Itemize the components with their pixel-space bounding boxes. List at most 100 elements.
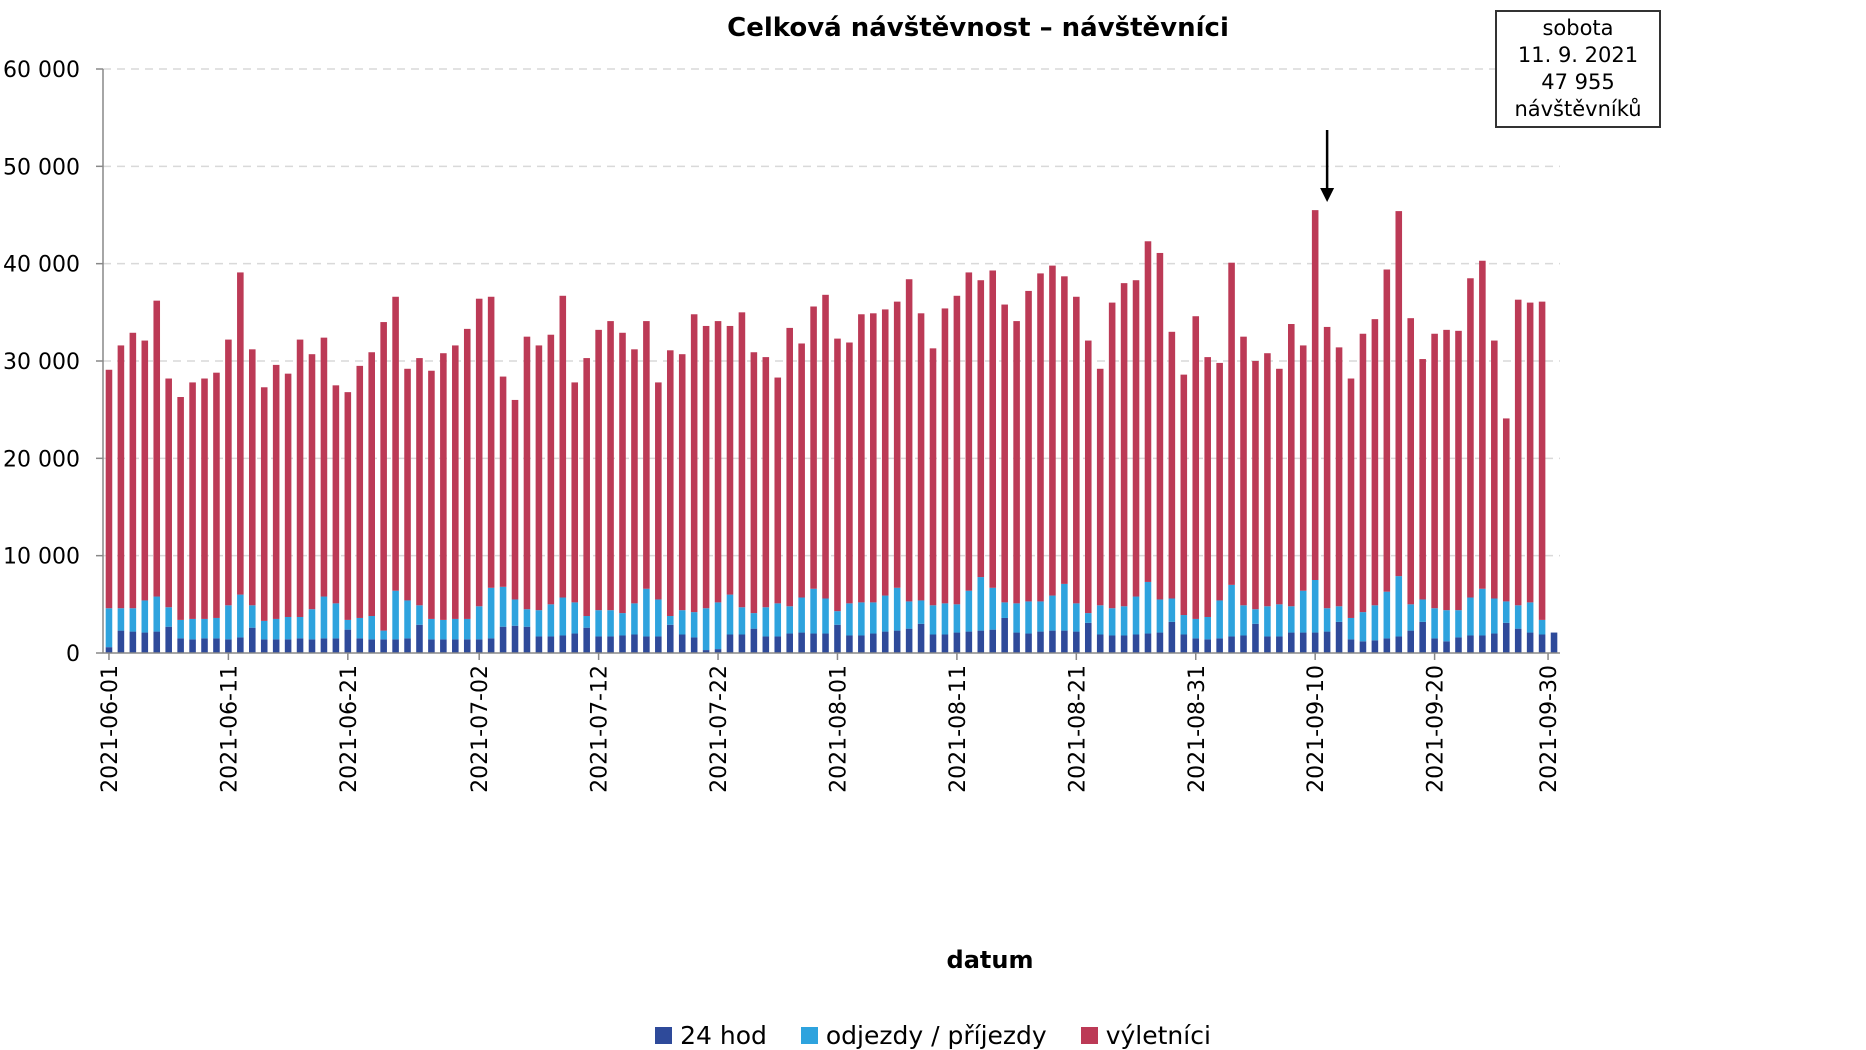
bar-segment-vyletnici [272,364,280,619]
bar-segment-odjezdy [655,599,662,637]
bar-segment-24hod [452,639,459,653]
bar-segment-odjezdy [965,590,973,632]
bar-segment-odjezdy [1120,606,1128,636]
bar-segment-odjezdy [798,597,805,633]
bar-segment-vyletnici [1025,290,1032,602]
bar-segment-24hod [272,639,280,653]
bar-segment-odjezdy [774,603,782,637]
bar-segment-24hod [141,632,149,653]
bar-segment-24hod [1144,633,1152,653]
bar-segment-vyletnici [1001,304,1008,603]
bar-segment-odjezdy [1025,601,1032,634]
bar-segment-24hod [965,631,973,653]
bar-segment-vyletnici [117,345,125,609]
bar-segment-odjezdy [917,600,925,624]
bar-segment-vyletnici [189,382,196,619]
bar-segment-vyletnici [1443,329,1450,611]
bar-segment-24hod [738,634,746,653]
x-tick-label: 2021-08-31 [1185,665,1210,793]
bar-segment-vyletnici [571,382,579,603]
x-axis-label: datum [947,946,1034,974]
bar-segment-vyletnici [1479,260,1486,589]
peak-annotation-callout: sobota 11. 9. 2021 47 955 návštěvníků [1495,10,1661,128]
bar-segment-24hod [1395,636,1403,653]
bar-segment-odjezdy [368,616,375,640]
bar-segment-odjezdy [428,618,435,640]
bar-segment-vyletnici [1061,276,1068,584]
bar-segment-odjezdy [1491,598,1498,634]
bar-segment-odjezdy [1311,580,1319,633]
bar-segment-24hod [977,630,985,653]
bar-segment-vyletnici [368,352,375,617]
bar-segment-24hod [774,636,782,653]
bar-segment-vyletnici [308,354,316,610]
bar-segment-24hod [1371,640,1379,653]
bar-segment-vyletnici [1491,340,1498,599]
y-tick-label: 60 000 [3,58,80,83]
annotation-line-3: 47 955 [1541,70,1615,94]
bar-segment-vyletnici [858,314,865,603]
bar-segment-vyletnici [320,337,328,597]
bar-segment-vyletnici [1192,316,1200,619]
legend-label-odjezdy: odjezdy / příjezdy [825,1021,1047,1050]
bar-segment-24hod [714,649,722,653]
bar-segment-24hod [416,624,423,653]
bar-segment-vyletnici [798,343,805,598]
bar-segment-24hod [750,628,758,653]
x-tick-label: 2021-07-22 [707,665,732,793]
bar-segment-24hod [726,634,734,653]
bar-segment-vyletnici [1502,418,1510,602]
bar-segment-vyletnici [1359,333,1367,613]
bar-segment-vyletnici [487,296,495,588]
legend-swatch-odjezdy [800,1027,818,1044]
bar-segment-vyletnici [655,382,662,600]
bar-segment-vyletnici [977,280,985,578]
bar-segment-odjezdy [1144,581,1152,634]
bar-segment-24hod [1228,636,1235,653]
bar-segment-24hod [428,639,435,653]
bar-segment-vyletnici [1526,302,1534,603]
bar-segment-odjezdy [260,620,268,640]
bar-segment-odjezdy [607,610,614,637]
bar-segment-24hod [1168,621,1176,653]
bar-segment-24hod [893,630,901,653]
bar-segment-odjezdy [1323,608,1331,632]
bar-segment-24hod [762,636,770,653]
bar-segment-vyletnici [1252,361,1259,610]
bar-segment-24hod [678,634,686,653]
bar-segment-vyletnici [1013,321,1020,604]
bar-segment-vyletnici [1049,265,1056,596]
bar-segment-odjezdy [678,610,686,635]
bar-segment-vyletnici [619,332,626,614]
bar-segment-odjezdy [1013,603,1020,633]
bar-segment-vyletnici [1216,362,1223,601]
bar-segment-odjezdy [571,602,579,634]
bar-segment-odjezdy [714,602,722,650]
bar-segment-odjezdy [1180,615,1188,635]
bar-segment-24hod [571,633,579,653]
bar-segment-24hod [1192,638,1200,653]
bar-segment-vyletnici [643,321,650,589]
bar-segment-24hod [535,636,543,653]
bar-segment-odjezdy [941,603,949,635]
bar-segment-vyletnici [296,339,304,617]
bar-segment-odjezdy [1132,596,1140,635]
bar-segment-24hod [440,639,447,653]
bar-segment-odjezdy [237,594,244,638]
bar-segment-vyletnici [774,377,782,604]
bar-segment-vyletnici [499,376,507,587]
bar-segment-24hod [1550,632,1558,653]
bar-segment-vyletnici [822,294,829,599]
bar-segment-vyletnici [559,295,567,598]
bar-segment-odjezdy [858,602,865,636]
annotation-line-2: 11. 9. 2021 [1517,43,1639,67]
bar-segment-vyletnici [1311,210,1319,580]
bar-segment-odjezdy [905,601,913,629]
bar-segment-vyletnici [416,358,423,606]
bar-segment-vyletnici [237,272,244,595]
bar-segment-odjezdy [977,577,985,631]
bar-segment-24hod [1216,638,1223,653]
bar-segment-24hod [1311,632,1319,653]
bar-segment-odjezdy [201,618,208,639]
